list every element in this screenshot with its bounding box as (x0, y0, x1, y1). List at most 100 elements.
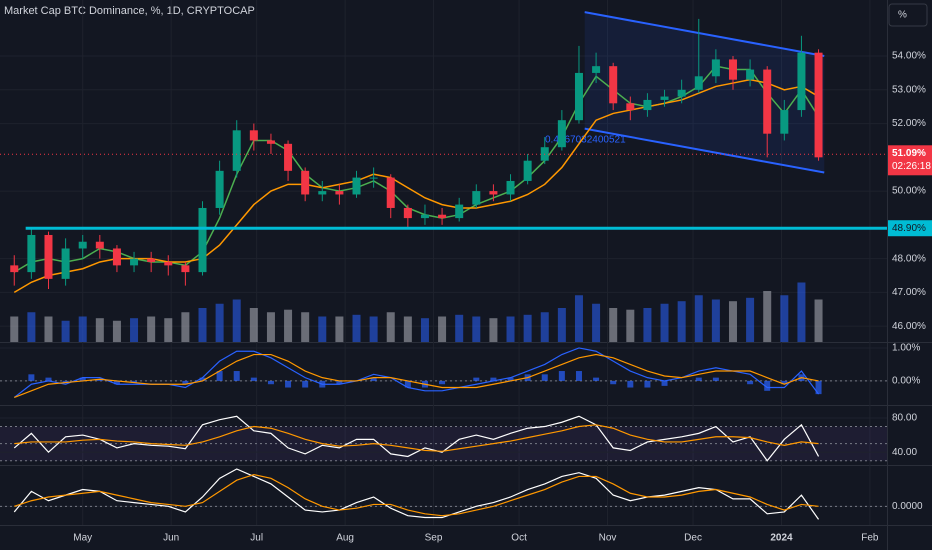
channel-lower (584, 127, 825, 174)
histogram-bar (302, 380, 309, 388)
candle-body (112, 248, 121, 266)
histogram-bar (593, 377, 600, 381)
volume-bar (386, 312, 395, 342)
volume-bar (335, 316, 344, 342)
volume-bar (763, 291, 772, 342)
candle-body (318, 191, 327, 195)
volume-bar (523, 314, 532, 342)
volume-bar (660, 303, 669, 342)
unit-button[interactable] (888, 3, 928, 27)
channel-label: 0.4867032400521 (545, 135, 626, 146)
histogram-bar (627, 380, 634, 388)
volume-bar (626, 309, 635, 342)
candle-body (489, 191, 498, 195)
histogram-bar (558, 371, 565, 381)
candle-body (10, 265, 19, 273)
volume-bar (266, 312, 275, 342)
histogram-bar (131, 380, 138, 383)
volume-bar (609, 308, 618, 342)
volume-bar (540, 312, 549, 342)
volume-bar (61, 320, 70, 342)
histogram-bar (507, 377, 514, 381)
histogram-bar (250, 377, 257, 381)
candle-body (420, 214, 429, 219)
candle-body (369, 177, 378, 179)
candle-body (301, 170, 310, 195)
candle-body (660, 96, 669, 100)
y-tick-label: 40.00 (892, 447, 917, 458)
volume-bar (318, 316, 327, 342)
candle-body (814, 52, 823, 158)
candle-body (677, 89, 686, 97)
volume-bar (301, 312, 310, 342)
y-tick-label: 0.0000 (892, 501, 923, 512)
candle-body (728, 59, 737, 80)
candle-body (472, 191, 481, 205)
countdown: 02:26:18 (892, 161, 931, 172)
indicator-line (14, 473, 819, 517)
volume-bar (489, 318, 498, 342)
candle-body (164, 261, 173, 266)
x-tick-label: Sep (425, 533, 443, 544)
x-tick-label: Jun (163, 533, 179, 544)
x-tick-label: Nov (599, 533, 617, 544)
volume-bar (44, 316, 53, 342)
candle-body (266, 140, 275, 144)
candle-body (335, 191, 344, 195)
histogram-bar (285, 380, 292, 388)
candle-body (44, 234, 53, 279)
volume-bar (78, 316, 87, 342)
volume-bar (27, 312, 36, 342)
volume-bar (780, 295, 789, 342)
histogram-bar (96, 379, 103, 381)
candle-body (694, 76, 703, 90)
volume-bar (592, 303, 601, 342)
candle-body (78, 241, 87, 249)
volume-bar (797, 282, 806, 342)
y-tick-label: 0.00% (892, 376, 920, 387)
y-tick-label: 52.00% (892, 118, 926, 129)
y-tick-label: 50.00% (892, 186, 926, 197)
volume-bar (438, 316, 447, 342)
hline-tag-label: 48.90% (892, 223, 926, 234)
candle-body (557, 120, 566, 148)
volume-bar (164, 318, 173, 342)
histogram-bar (439, 380, 446, 385)
histogram-bar (490, 377, 497, 381)
candle-body (506, 180, 515, 195)
volume-bar (643, 308, 652, 342)
histogram-bar (216, 371, 223, 381)
indicator-line (14, 424, 819, 452)
histogram-bar (712, 377, 719, 381)
candle-body (609, 66, 618, 104)
last-price-tag (888, 145, 932, 176)
candle-body (711, 59, 720, 77)
histogram-bar (764, 380, 771, 391)
volume-bar (472, 316, 481, 342)
volume-bar (711, 299, 720, 342)
candle-body (284, 143, 293, 171)
candle-body (61, 248, 70, 279)
histogram-bar (113, 380, 120, 385)
candle-body (386, 177, 395, 208)
volume-bar (95, 318, 104, 342)
histogram-bar (182, 380, 189, 385)
indicator-line (13, 468, 820, 520)
volume-bar (694, 295, 703, 342)
y-tick-label: 80.00 (892, 413, 917, 424)
unit-label[interactable]: % (898, 10, 907, 21)
x-tick-label: Aug (336, 533, 354, 544)
volume-bar (369, 316, 378, 342)
volume-bar (420, 318, 429, 342)
volume-bar (198, 308, 207, 342)
candle-body (780, 110, 789, 134)
candle-body (592, 66, 601, 73)
histogram-bar (28, 374, 35, 381)
histogram-bar (575, 371, 582, 381)
y-tick-label: 54.00% (892, 51, 926, 62)
volume-bar (130, 318, 139, 342)
x-tick-label: Jul (250, 533, 263, 544)
x-tick-label: May (73, 533, 92, 544)
candle-body (523, 160, 532, 181)
